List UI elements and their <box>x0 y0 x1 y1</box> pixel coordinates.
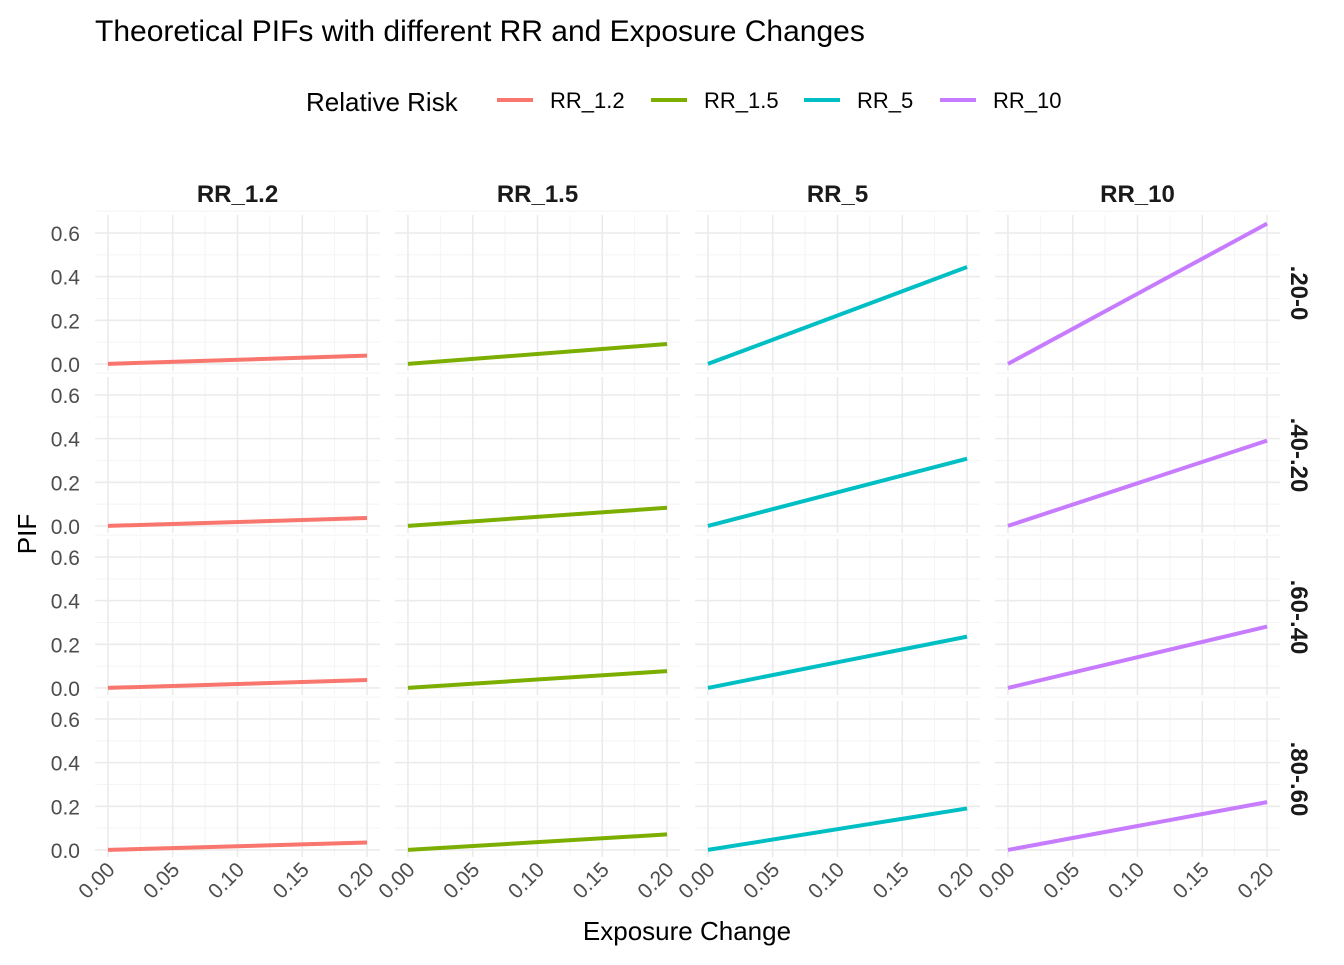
x-axis-label: Exposure Change <box>583 916 791 946</box>
y-tick-label: 0.0 <box>51 840 80 863</box>
column-strip-RR_1.5: RR_1.5 <box>497 181 578 208</box>
x-tick-label: 0.10 <box>204 858 249 903</box>
series-line-RR_10-.40-.20 <box>1007 438 1268 528</box>
y-axis-label: PIF <box>12 514 42 554</box>
legend-title: Relative Risk <box>306 87 459 117</box>
x-tick-label: 0.15 <box>569 858 614 903</box>
x-tick-label: 0.20 <box>1233 858 1278 903</box>
x-tick-label: 0.00 <box>374 858 419 903</box>
x-tick-label: 0.15 <box>869 858 914 903</box>
chart-title: Theoretical PIFs with different RR and E… <box>95 15 865 48</box>
facet-grid: RR_1.2 RR_1.5 RR_5 RR_10 .20-0 .40-.20 .60-.40… <box>51 181 1312 903</box>
series-line-RR_1.5-.40-.20 <box>407 505 668 528</box>
x-tick-label: 0.20 <box>933 858 978 903</box>
x-tick-label: 0.00 <box>74 858 119 903</box>
y-tick-label: 0.2 <box>51 472 80 495</box>
y-tick-label: 0.0 <box>51 678 80 701</box>
x-tick-label: 0.00 <box>674 858 719 903</box>
y-tick-label: 0.4 <box>51 753 81 776</box>
y-tick-label: 0.2 <box>51 796 80 819</box>
x-tick-label: 0.05 <box>739 858 784 903</box>
series-line-RR_10-.60-.40 <box>1007 624 1268 690</box>
x-tick-label: 0.15 <box>269 858 314 903</box>
series-line-RR_5-.20-0 <box>707 265 968 366</box>
x-tick-label: 0.10 <box>504 858 549 903</box>
x-tick-label: 0.20 <box>633 858 678 903</box>
column-strip-RR_5: RR_5 <box>807 181 868 208</box>
legend-label-RR_10: RR_10 <box>993 88 1061 113</box>
y-tick-label: 0.2 <box>51 634 80 657</box>
row-strip-.80-.60: .80-.60 <box>1285 742 1312 817</box>
series-line-RR_5-.60-.40 <box>707 634 968 690</box>
y-tick-label: 0.6 <box>51 223 80 246</box>
y-tick-label: 0.6 <box>51 709 80 732</box>
y-tick-label: 0.6 <box>51 385 80 408</box>
x-tick-label: 0.10 <box>804 858 849 903</box>
y-tick-label: 0.4 <box>51 429 81 452</box>
series-line-RR_5-.80-.60 <box>707 806 968 852</box>
row-strip-.60-.40: .60-.40 <box>1285 580 1312 655</box>
series-line-RR_1.2-.20-0 <box>107 353 368 366</box>
series-line-RR_5-.40-.20 <box>707 456 968 528</box>
y-tick-label: 0.4 <box>51 267 81 290</box>
series-line-RR_10-.20-0 <box>1006 221 1269 366</box>
legend-label-RR_5: RR_5 <box>857 88 913 113</box>
x-tick-label: 0.00 <box>974 858 1019 903</box>
row-strip-.20-0: .20-0 <box>1285 266 1312 321</box>
series-line-RR_1.5-.20-0 <box>407 342 668 366</box>
y-tick-label: 0.6 <box>51 547 80 570</box>
series-line-RR_1.2-.80-.60 <box>107 840 368 852</box>
x-tick-label: 0.05 <box>139 858 184 903</box>
series-line-RR_10-.80-.60 <box>1007 800 1268 852</box>
legend-label-RR_1.5: RR_1.5 <box>704 88 779 113</box>
column-strip-RR_10: RR_10 <box>1100 181 1175 208</box>
x-tick-label: 0.15 <box>1169 858 1214 903</box>
x-tick-label: 0.05 <box>1039 858 1084 903</box>
series-line-RR_1.5-.60-.40 <box>407 669 668 690</box>
row-strip-.40-.20: .40-.20 <box>1285 418 1312 493</box>
y-tick-label: 0.0 <box>51 516 80 539</box>
x-tick-label: 0.20 <box>333 858 378 903</box>
column-strip-RR_1.2: RR_1.2 <box>197 181 278 208</box>
series-line-RR_1.5-.80-.60 <box>407 832 668 852</box>
y-tick-label: 0.0 <box>51 354 80 377</box>
legend-label-RR_1.2: RR_1.2 <box>550 88 625 113</box>
y-tick-label: 0.2 <box>51 310 80 333</box>
legend: RR_1.2 RR_1.5 RR_5 RR_10 <box>497 88 1061 113</box>
x-tick-label: 0.05 <box>439 858 484 903</box>
series-line-RR_1.2-.60-.40 <box>107 678 368 690</box>
x-tick-label: 0.10 <box>1104 858 1149 903</box>
y-tick-label: 0.4 <box>51 591 81 614</box>
series-line-RR_1.2-.40-.20 <box>107 516 368 528</box>
